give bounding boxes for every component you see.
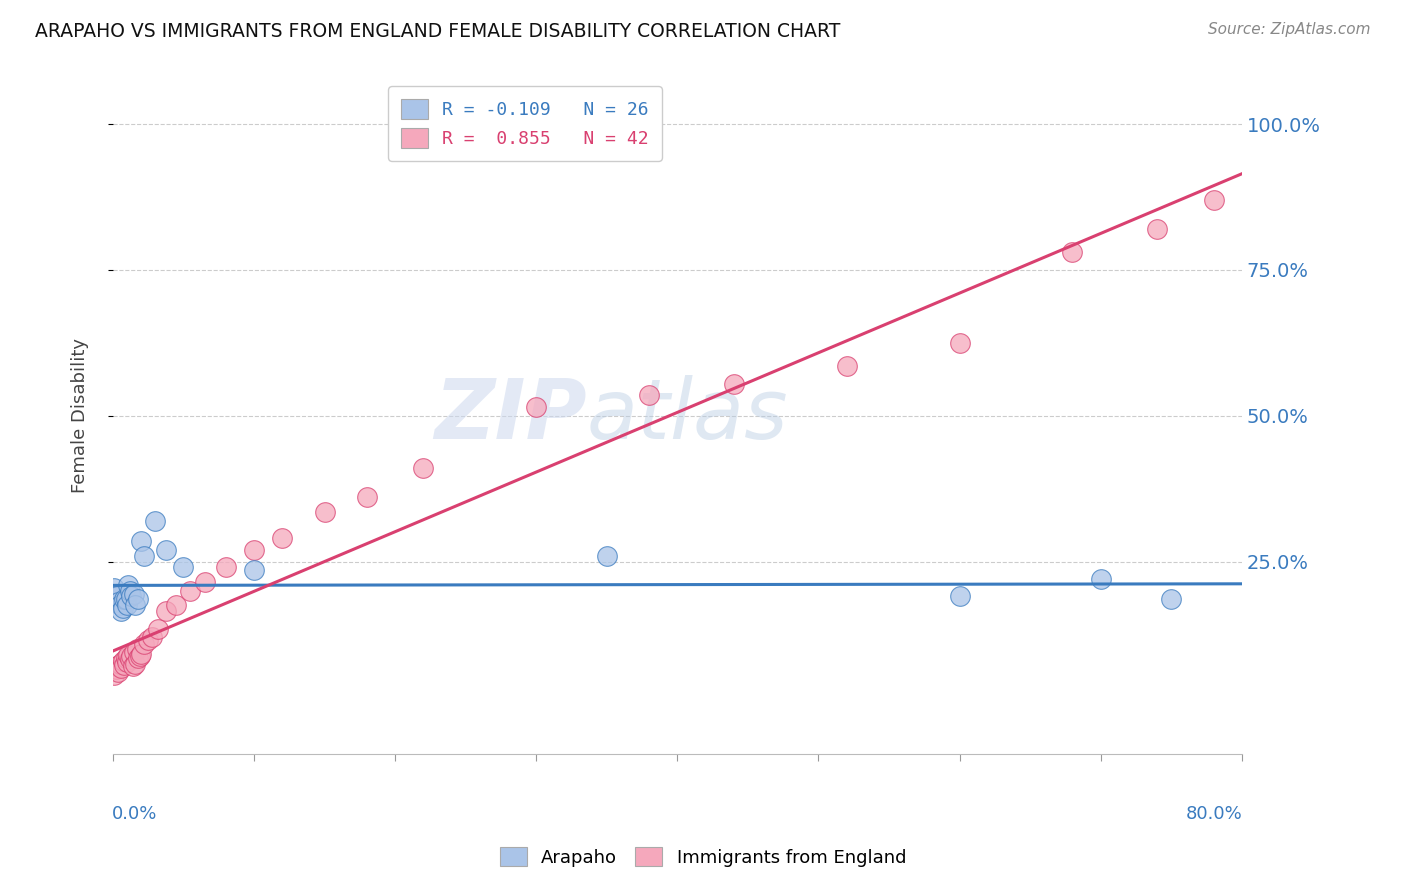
Point — [1202, 193, 1225, 207]
Point — [107, 595, 129, 609]
Text: 80.0%: 80.0% — [1187, 805, 1243, 822]
Point — [114, 592, 136, 607]
Point — [122, 586, 145, 600]
Text: 0.0%: 0.0% — [111, 805, 157, 822]
Point — [172, 560, 194, 574]
Point — [108, 599, 131, 613]
Point — [118, 652, 141, 666]
Point — [638, 388, 661, 402]
Point — [108, 657, 131, 671]
Point — [835, 359, 858, 373]
Point — [105, 659, 128, 673]
Point — [596, 549, 619, 563]
Text: ZIP: ZIP — [434, 376, 588, 456]
Point — [128, 648, 150, 663]
Point — [1062, 245, 1084, 260]
Point — [111, 654, 134, 668]
Legend: R = -0.109   N = 26, R =  0.855   N = 42: R = -0.109 N = 26, R = 0.855 N = 42 — [388, 87, 662, 161]
Point — [124, 599, 146, 613]
Point — [125, 642, 148, 657]
Point — [115, 599, 138, 613]
Point — [412, 461, 434, 475]
Point — [155, 604, 177, 618]
Point — [103, 581, 125, 595]
Point — [129, 534, 152, 549]
Point — [120, 648, 142, 663]
Point — [122, 645, 145, 659]
Point — [114, 650, 136, 665]
Point — [115, 655, 138, 669]
Point — [104, 662, 127, 676]
Point — [117, 578, 139, 592]
Point — [155, 542, 177, 557]
Point — [127, 592, 149, 607]
Text: Source: ZipAtlas.com: Source: ZipAtlas.com — [1208, 22, 1371, 37]
Point — [179, 583, 201, 598]
Point — [118, 583, 141, 598]
Point — [110, 660, 132, 674]
Point — [141, 630, 163, 644]
Point — [129, 647, 152, 661]
Point — [103, 668, 125, 682]
Point — [524, 400, 547, 414]
Point — [1090, 572, 1112, 586]
Point — [165, 599, 187, 613]
Point — [121, 659, 143, 673]
Point — [132, 549, 155, 563]
Point — [243, 563, 266, 577]
Point — [112, 592, 135, 607]
Point — [127, 650, 149, 665]
Point — [356, 491, 378, 505]
Text: atlas: atlas — [588, 376, 789, 456]
Point — [243, 542, 266, 557]
Point — [215, 560, 238, 574]
Point — [124, 657, 146, 671]
Point — [143, 514, 166, 528]
Point — [1160, 592, 1182, 607]
Point — [1146, 222, 1168, 236]
Point — [107, 665, 129, 680]
Point — [723, 376, 745, 391]
Point — [110, 604, 132, 618]
Point — [105, 590, 128, 604]
Text: ARAPAHO VS IMMIGRANTS FROM ENGLAND FEMALE DISABILITY CORRELATION CHART: ARAPAHO VS IMMIGRANTS FROM ENGLAND FEMAL… — [35, 22, 841, 41]
Point — [194, 574, 217, 589]
Y-axis label: Female Disability: Female Disability — [72, 338, 89, 493]
Point — [271, 531, 294, 545]
Point — [136, 633, 159, 648]
Point — [132, 637, 155, 651]
Legend: Arapaho, Immigrants from England: Arapaho, Immigrants from England — [492, 840, 914, 874]
Point — [948, 335, 970, 350]
Point — [146, 622, 169, 636]
Point — [112, 658, 135, 673]
Point — [111, 601, 134, 615]
Point — [120, 590, 142, 604]
Point — [948, 590, 970, 604]
Point — [104, 586, 127, 600]
Point — [117, 648, 139, 662]
Point — [314, 505, 336, 519]
